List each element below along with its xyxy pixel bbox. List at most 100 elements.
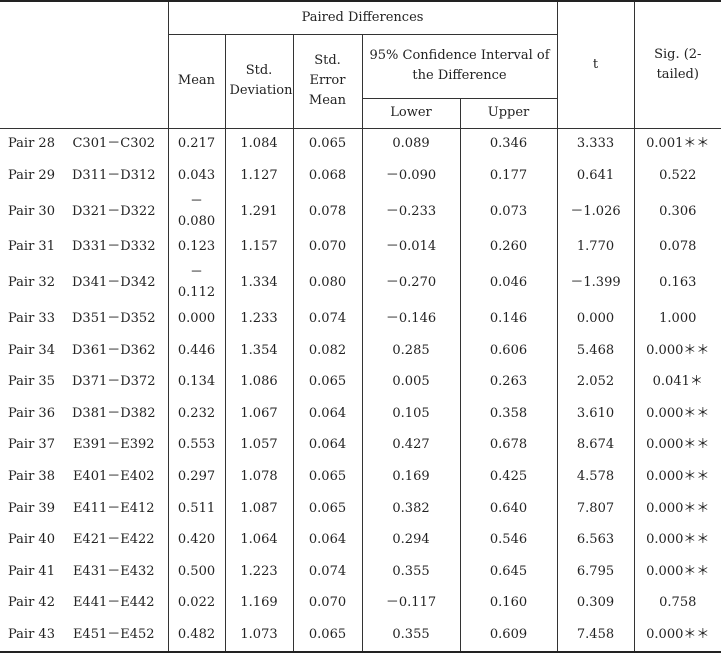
cell: 0.000＊＊ — [633, 619, 721, 653]
cell: 1.064 — [224, 524, 293, 557]
cell: 0.346 — [459, 128, 558, 161]
cell: 0.065 — [292, 366, 362, 399]
cell: 1.127 — [224, 160, 293, 192]
table-row: Pair 43 E451－E452 0.482 1.073 0.065 0.355 0.60… — [0, 619, 721, 653]
cell: 1.770 — [556, 231, 635, 264]
cell: 1.078 — [224, 461, 293, 493]
column-header: Sig. (2-tailed) — [633, 0, 721, 129]
pair-variables: E401－E402 — [72, 469, 155, 485]
cell: 1.000 — [633, 303, 721, 335]
table-row: Pair 38 E401－E402 0.297 1.078 0.065 0.169 0.42… — [0, 461, 721, 493]
cell: －0.090 — [361, 160, 460, 192]
pair-variables: D321－D322 — [72, 203, 156, 219]
column-header: t — [556, 0, 635, 129]
cell: 0.080 — [292, 263, 362, 304]
cell: 0.068 — [292, 160, 362, 192]
pair-variables: D341－D342 — [72, 275, 156, 291]
cell: 6.563 — [556, 524, 635, 557]
cell: 1.223 — [224, 556, 293, 588]
column-header: Mean — [167, 34, 225, 129]
cell: 0.678 — [459, 429, 558, 462]
cell: 0.064 — [292, 429, 362, 462]
cell: 0.005 — [361, 366, 460, 399]
cell: －0.270 — [361, 263, 460, 304]
cell: 0.260 — [459, 231, 558, 264]
pair-variables: E411－E412 — [72, 500, 155, 516]
cell: 1.086 — [224, 366, 293, 399]
table-row: Pair 32 D341－D342 －0.112 1.334 0.080 －0.270 0.… — [0, 263, 721, 304]
cell: 1.087 — [224, 492, 293, 525]
cell: 0.285 — [361, 334, 460, 367]
cell: 0.306 — [633, 191, 721, 232]
cell: 0.123 — [167, 231, 225, 264]
pair-label: Pair 31 — [8, 239, 55, 255]
cell: 0.297 — [167, 461, 225, 493]
pair-label: Pair 32 — [8, 275, 55, 291]
table-row: Pair 31 D331－D332 0.123 1.157 0.070 －0.014 0.2… — [0, 231, 721, 264]
pair-variables: C301－C302 — [72, 136, 156, 152]
cell: 2.052 — [556, 366, 635, 399]
cell: 0.609 — [459, 619, 558, 653]
column-header: Lower — [361, 98, 460, 129]
cell: 0.355 — [361, 556, 460, 588]
cell: 1.334 — [224, 263, 293, 304]
pair-label: Pair 39 — [8, 500, 55, 516]
column-header: Std. Deviation — [224, 34, 293, 129]
cell: 0.105 — [361, 398, 460, 430]
cell: －1.399 — [556, 263, 635, 304]
cell: 1.084 — [224, 128, 293, 161]
cell: 0.522 — [633, 160, 721, 192]
cell: 1.157 — [224, 231, 293, 264]
table-row: Pair 28 C301－C302 0.217 1.084 0.065 0.089 0.34… — [0, 128, 721, 161]
cell: 4.578 — [556, 461, 635, 493]
cell: 1.169 — [224, 587, 293, 620]
cell: 5.468 — [556, 334, 635, 367]
pair-label: Pair 36 — [8, 405, 55, 421]
pair-label: Pair 35 — [8, 374, 55, 390]
pair-variables: E391－E392 — [72, 437, 155, 453]
cell: 0.427 — [361, 429, 460, 462]
cell: 3.610 — [556, 398, 635, 430]
cell: 0.065 — [292, 492, 362, 525]
cell: 0.064 — [292, 524, 362, 557]
cell: 0.000＊＊ — [633, 492, 721, 525]
blank-header — [0, 0, 168, 129]
pair-label: Pair 34 — [8, 342, 55, 358]
cell: 0.074 — [292, 556, 362, 588]
cell: 0.309 — [556, 587, 635, 620]
pair-variables: D351－D352 — [72, 311, 156, 327]
cell: 0.294 — [361, 524, 460, 557]
cell: 0.065 — [292, 128, 362, 161]
cell: 0.425 — [459, 461, 558, 493]
cell: 6.795 — [556, 556, 635, 588]
column-header: Std. Error Mean — [292, 34, 362, 129]
cell: 1.233 — [224, 303, 293, 335]
cell: 0.446 — [167, 334, 225, 367]
cell: 0.078 — [292, 191, 362, 232]
group-header: Paired Differences — [167, 0, 558, 35]
column-header: Upper — [459, 98, 558, 129]
table-row: Pair 36 D381－D382 0.232 1.067 0.064 0.105 0.35… — [0, 398, 721, 430]
cell: 1.057 — [224, 429, 293, 462]
cell: －1.026 — [556, 191, 635, 232]
pair-variables: D381－D382 — [72, 405, 156, 421]
cell: 0.000＊＊ — [633, 556, 721, 588]
cell: 0.645 — [459, 556, 558, 588]
cell: 0.000 — [167, 303, 225, 335]
pair-variables: E431－E432 — [72, 563, 155, 579]
cell: 7.807 — [556, 492, 635, 525]
pair-label: Pair 29 — [8, 167, 55, 183]
cell: 0.074 — [292, 303, 362, 335]
table-row: Pair 30 D321－D322 －0.080 1.291 0.078 －0.233 0.… — [0, 191, 721, 232]
table-row: Pair 29 D311－D312 0.043 1.127 0.068 －0.090 0.1… — [0, 160, 721, 192]
pair-variables: D371－D372 — [72, 374, 156, 390]
cell: 0.511 — [167, 492, 225, 525]
cell: 0.000 — [556, 303, 635, 335]
cell: 0.070 — [292, 587, 362, 620]
cell: 0.420 — [167, 524, 225, 557]
cell: 0.022 — [167, 587, 225, 620]
cell: 0.263 — [459, 366, 558, 399]
table-row: Pair 42 E441－E442 0.022 1.169 0.070 －0.117 0.1… — [0, 587, 721, 620]
cell: －0.112 — [167, 263, 225, 304]
